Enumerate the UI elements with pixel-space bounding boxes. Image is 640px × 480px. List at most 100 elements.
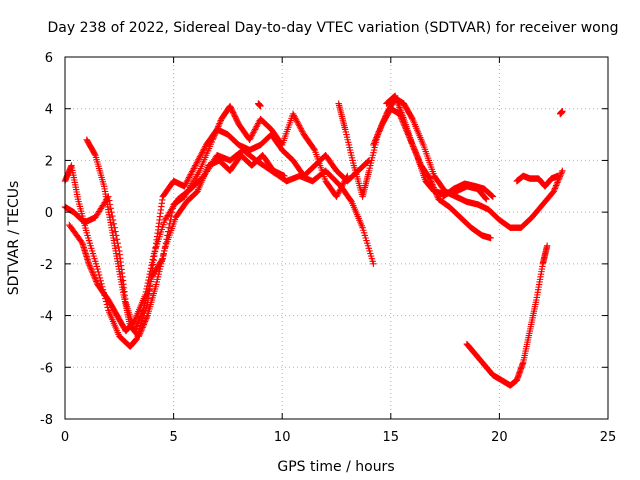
- data-point: [209, 136, 216, 143]
- data-point: [290, 112, 298, 119]
- data-point: [93, 278, 100, 285]
- data-point: [310, 145, 318, 153]
- data-point: [192, 162, 199, 169]
- data-point: [295, 121, 302, 128]
- data-point: [191, 163, 198, 171]
- data-point: [92, 276, 99, 284]
- data-point: [95, 268, 102, 276]
- series-track-k: [255, 100, 264, 110]
- data-point: [370, 141, 377, 149]
- data-point: [190, 165, 197, 172]
- data-point: [91, 275, 99, 282]
- data-point: [195, 155, 203, 162]
- data-point: [136, 330, 144, 337]
- data-point: [137, 328, 144, 336]
- data-point: [143, 313, 151, 321]
- data-point: [194, 157, 201, 165]
- data-point: [136, 331, 143, 338]
- data-point: [415, 156, 422, 163]
- data-point: [147, 265, 155, 272]
- data-point: [251, 127, 258, 135]
- data-point: [135, 333, 143, 340]
- data-point: [257, 102, 264, 110]
- data-point: [554, 172, 562, 180]
- data-point: [481, 194, 489, 201]
- data-point: [246, 136, 253, 143]
- data-point: [558, 169, 565, 176]
- x-tick-label: 25: [600, 430, 617, 445]
- data-point: [130, 319, 137, 326]
- data-point: [87, 265, 94, 272]
- data-point: [210, 133, 218, 140]
- data-point: [90, 271, 97, 278]
- data-point: [192, 189, 200, 197]
- data-series: [61, 92, 566, 389]
- data-point: [342, 175, 350, 183]
- data-point: [431, 187, 439, 194]
- data-point: [298, 126, 305, 134]
- data-point: [254, 120, 262, 127]
- data-point: [434, 193, 441, 200]
- data-point: [297, 125, 305, 132]
- data-point: [333, 193, 340, 200]
- data-point: [216, 120, 223, 127]
- data-point: [377, 125, 384, 132]
- data-point: [375, 128, 383, 135]
- data-point: [293, 118, 301, 125]
- data-point: [335, 188, 343, 196]
- series-track-j: [463, 242, 551, 389]
- data-point: [552, 183, 559, 191]
- data-point: [372, 137, 379, 144]
- data-point: [148, 259, 156, 266]
- data-point: [192, 160, 200, 168]
- data-point: [145, 276, 152, 284]
- data-point: [199, 149, 206, 156]
- data-point: [413, 152, 421, 159]
- data-point: [138, 327, 145, 334]
- chart-title: Day 238 of 2022, Sidereal Day-to-day VTE…: [48, 20, 619, 36]
- data-point: [196, 153, 204, 160]
- data-point: [212, 129, 219, 136]
- data-point: [550, 188, 557, 195]
- data-point: [489, 192, 496, 200]
- data-point: [143, 315, 150, 322]
- data-point: [133, 321, 141, 329]
- data-point: [189, 166, 197, 174]
- data-point: [88, 266, 95, 273]
- data-point: [296, 122, 303, 129]
- data-point: [412, 149, 419, 156]
- data-point: [296, 123, 304, 131]
- data-point: [247, 133, 255, 140]
- x-tick-label: 10: [274, 430, 291, 445]
- data-point: [341, 177, 349, 184]
- data-point: [138, 325, 146, 333]
- data-point: [433, 191, 440, 198]
- data-point: [142, 316, 149, 324]
- data-point: [181, 183, 188, 190]
- data-point: [215, 123, 222, 130]
- data-point: [427, 176, 434, 184]
- gridlines: [65, 57, 608, 419]
- data-point: [551, 185, 559, 192]
- data-point: [483, 196, 490, 203]
- data-point: [410, 144, 417, 152]
- data-point: [375, 129, 382, 137]
- data-point: [136, 314, 144, 321]
- data-point: [198, 150, 205, 157]
- data-point: [377, 123, 385, 131]
- data-point: [426, 175, 434, 182]
- data-point: [86, 262, 93, 269]
- data-point: [110, 220, 118, 227]
- data-point: [145, 273, 153, 281]
- series-track-d: [83, 136, 288, 340]
- data-point: [409, 143, 417, 150]
- y-tick-label: 4: [45, 103, 53, 118]
- data-point: [554, 179, 561, 186]
- data-point: [278, 140, 285, 148]
- data-point: [213, 126, 221, 133]
- data-point: [414, 153, 421, 160]
- data-point: [411, 146, 418, 153]
- data-point: [251, 126, 259, 133]
- data-point: [543, 242, 551, 249]
- x-tick-label: 15: [383, 430, 400, 445]
